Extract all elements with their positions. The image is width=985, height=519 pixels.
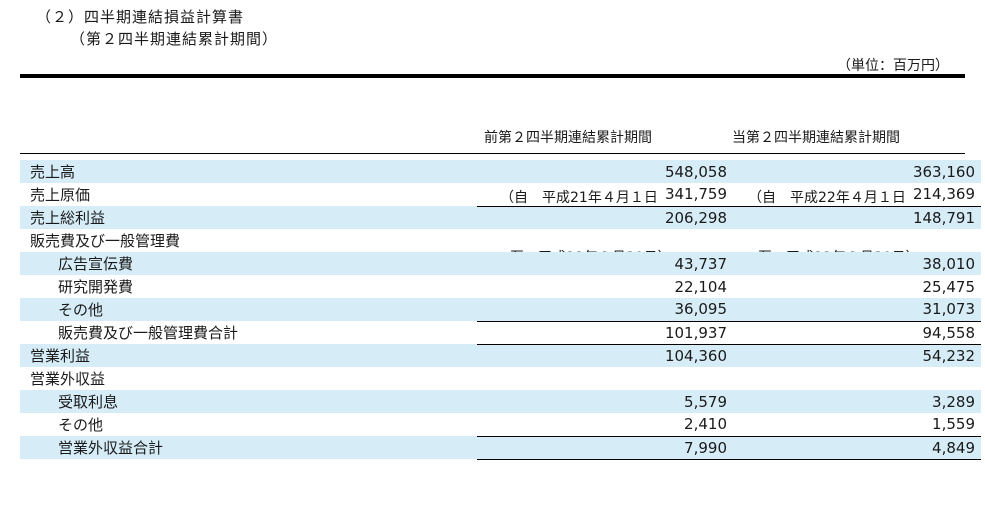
section-title: （２）四半期連結損益計算書: [36, 8, 245, 26]
unit-label: （単位：百万円）: [837, 58, 949, 74]
table-row: 受取利息 5,579 3,289: [20, 390, 981, 413]
row-value-prior: 36,095: [477, 298, 735, 322]
table-row: 営業外収益: [20, 367, 981, 390]
row-value-prior: [477, 367, 735, 390]
row-value-prior: 5,579: [477, 390, 735, 413]
table-row: 売上高 548,058 363,160: [20, 160, 981, 183]
row-value-current: 363,160: [735, 160, 981, 183]
row-value-current: 1,559: [735, 413, 981, 437]
row-label: 売上総利益: [20, 206, 477, 229]
row-value-prior: 22,104: [674, 277, 728, 296]
row-value-prior: 2,410: [477, 413, 735, 437]
column-period: 前第２四半期連結累計期間: [484, 130, 652, 146]
table-row: 販売費及び一般管理費合計 101,937 94,558: [20, 321, 981, 345]
row-value-current: 148,791: [735, 206, 981, 229]
table-row: 売上原価 341,759 214,369: [20, 183, 981, 207]
income-statement-table: 売上高 548,058 363,160 売上原価 341,759 214,369…: [20, 160, 981, 460]
row-value-current: 38,010: [735, 252, 981, 275]
table-row: 売上総利益 206,298 148,791: [20, 206, 981, 229]
row-value-current: [735, 367, 981, 390]
row-label: 営業利益: [20, 344, 477, 367]
row-value-prior: 341,759: [477, 183, 735, 207]
table-row: 営業利益 104,360 54,232: [20, 344, 981, 367]
row-label: 広告宣伝費: [20, 252, 477, 275]
row-label: 売上高: [20, 160, 477, 183]
table-row: その他 36,095 31,073: [20, 298, 981, 322]
row-value-current: 3,289: [735, 390, 981, 413]
row-value-prior: 7,990: [477, 436, 735, 460]
row-label: その他: [58, 416, 104, 434]
table-row: 販売費及び一般管理費: [20, 229, 981, 252]
row-label: 営業外収益合計: [20, 436, 477, 459]
table-row: 研究開発費 22,104 25,475: [20, 275, 981, 298]
row-value-current: 31,073: [735, 298, 981, 322]
row-label: 売上原価: [30, 186, 91, 204]
row-label: 研究開発費: [58, 278, 134, 296]
top-rule: [20, 74, 965, 78]
row-label: その他: [20, 298, 477, 321]
table-row: 広告宣伝費 43,737 38,010: [20, 252, 981, 275]
row-value-current: 4,849: [735, 436, 981, 460]
row-value-current: 54,232: [735, 344, 981, 367]
header-rule: [20, 153, 965, 154]
row-label: 販売費及び一般管理費: [30, 232, 181, 250]
column-period: 当第２四半期連結累計期間: [732, 130, 900, 146]
row-value-current: 214,369: [735, 183, 981, 207]
row-value-current: [735, 229, 981, 252]
row-value-current: 25,475: [922, 277, 976, 296]
section-subtitle: （第２四半期連結累計期間）: [70, 30, 279, 48]
row-label: 販売費及び一般管理費合計: [58, 324, 239, 342]
row-value-prior: 104,360: [477, 344, 735, 367]
row-label: 受取利息: [20, 390, 477, 413]
row-value-prior: 206,298: [477, 206, 735, 229]
table-row: 営業外収益合計 7,990 4,849: [20, 436, 981, 460]
row-label: 営業外収益: [30, 370, 106, 388]
row-value-prior: 101,937: [477, 321, 735, 345]
row-value-prior: 43,737: [477, 252, 735, 275]
row-value-prior: [477, 229, 735, 252]
table-row: その他 2,410 1,559: [20, 413, 981, 437]
row-value-current: 94,558: [735, 321, 981, 345]
row-value-prior: 548,058: [477, 160, 735, 183]
